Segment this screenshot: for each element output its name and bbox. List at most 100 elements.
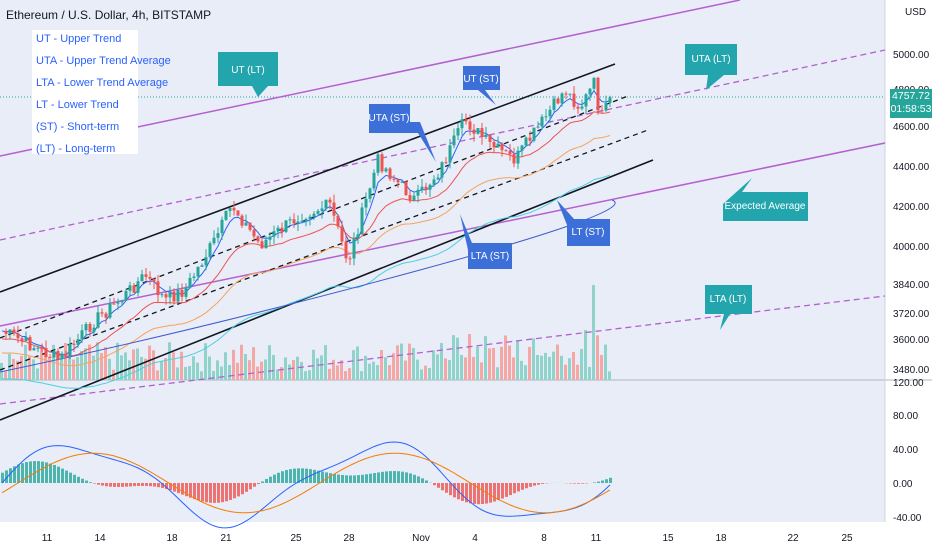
candle xyxy=(608,95,612,108)
histogram-bar xyxy=(217,483,220,503)
histogram-bar xyxy=(133,483,136,487)
candle xyxy=(400,180,404,183)
histogram-bar xyxy=(441,483,444,491)
volume-bar xyxy=(376,365,379,380)
ma-long-line xyxy=(1,174,611,389)
candle xyxy=(348,255,352,266)
volume-bar xyxy=(604,344,607,380)
histogram-bar xyxy=(253,483,256,487)
volume-bar xyxy=(148,345,151,380)
ut-st-line xyxy=(0,63,616,293)
volume-bar xyxy=(488,348,491,380)
volume-bar xyxy=(96,342,99,380)
volume-bar xyxy=(80,350,83,380)
candle xyxy=(428,183,432,197)
histogram-bar xyxy=(61,468,64,483)
candle xyxy=(316,208,320,217)
annotation-lt-st[interactable]: LT (ST) xyxy=(557,200,610,246)
volume-bar xyxy=(552,351,555,380)
osc-tick: 120.00 xyxy=(893,378,924,389)
candle xyxy=(540,114,544,130)
histogram-bar xyxy=(229,483,232,500)
volume-bar xyxy=(452,335,455,380)
volume-bar xyxy=(264,359,267,380)
volume-bar xyxy=(592,285,595,380)
last-price-value: 4757.72 xyxy=(892,90,930,102)
volume-bar xyxy=(56,351,59,380)
candle xyxy=(376,153,380,176)
candle xyxy=(128,281,132,297)
candle xyxy=(124,288,128,301)
histogram-bar xyxy=(601,480,604,483)
histogram-bar xyxy=(393,471,396,483)
volume-bar xyxy=(460,354,463,380)
histogram-bar xyxy=(129,483,132,487)
candle xyxy=(380,152,384,174)
annotation-expected-average[interactable]: Expected Average xyxy=(723,178,808,221)
volume-bar xyxy=(576,364,579,380)
candle xyxy=(460,113,464,136)
volume-bar xyxy=(48,357,51,380)
candle xyxy=(88,321,92,337)
candle xyxy=(108,298,112,320)
annotation-ut-st[interactable]: UT (ST) xyxy=(463,66,500,105)
candle xyxy=(72,339,76,352)
time-axis[interactable]: 11 14 18 21 25 28 Nov 4 8 11 15 18 22 25 xyxy=(42,533,853,544)
histogram-bar xyxy=(517,483,520,492)
volume-bar xyxy=(100,352,103,380)
annotation-lta-lt[interactable]: LTA (LT) xyxy=(705,285,752,330)
annotation-ut-st-text: UT (ST) xyxy=(463,74,498,85)
volume-bar xyxy=(40,345,43,380)
price-tick: 4200.00 xyxy=(893,202,930,213)
volume-bar xyxy=(260,361,263,380)
legend-item: LTA - Lower Trend Average xyxy=(36,77,169,89)
histogram-bar xyxy=(537,483,540,485)
volume-bar xyxy=(568,358,571,380)
oscillator-axis[interactable]: 120.00 80.00 40.00 0.00 -40.00 xyxy=(893,378,924,524)
candle xyxy=(500,141,504,157)
last-price-tag: 4757.72 01:58:53 xyxy=(890,89,932,118)
price-tick: 3600.00 xyxy=(893,335,930,346)
annotation-uta-st[interactable]: UTA (ST) xyxy=(369,104,436,162)
volume-bar xyxy=(496,367,499,380)
volume-bar xyxy=(344,371,347,380)
candle xyxy=(436,173,440,180)
annotation-uta-lt[interactable]: UTA (LT) xyxy=(685,44,737,90)
volume-bar xyxy=(132,349,135,380)
histogram-bar xyxy=(89,482,92,483)
volume-bar xyxy=(416,359,419,380)
osc-tick: 40.00 xyxy=(893,445,918,456)
candle xyxy=(224,210,228,221)
histogram-bar xyxy=(605,479,608,483)
time-tick: 11 xyxy=(42,533,53,544)
candle xyxy=(344,234,348,263)
annotation-ut-lt[interactable]: UT (LT) xyxy=(218,52,278,97)
histogram-bar xyxy=(5,470,8,483)
volume-bar xyxy=(228,365,231,380)
histogram-bar xyxy=(453,483,456,498)
volume-bar xyxy=(384,357,387,380)
histogram-bar xyxy=(25,462,28,483)
volume-bar xyxy=(200,371,203,380)
candle xyxy=(104,311,108,324)
annotation-ut-lt-text: UT (LT) xyxy=(231,65,265,76)
candle xyxy=(408,190,412,204)
volume-bar xyxy=(256,366,259,380)
histogram-bar xyxy=(529,483,532,487)
oscillator-pane-background xyxy=(0,380,885,522)
volume-bar xyxy=(252,347,255,380)
histogram-bar xyxy=(121,483,124,487)
histogram-bar xyxy=(245,483,248,492)
candle xyxy=(544,109,548,122)
volume-bar xyxy=(364,355,367,380)
volume-bar xyxy=(312,349,315,380)
annotation-lta-st[interactable]: LTA (ST) xyxy=(460,214,512,269)
uta-lt-line xyxy=(0,49,886,241)
volume-bar xyxy=(276,369,279,380)
volume-bar xyxy=(236,362,239,380)
candle xyxy=(396,178,400,188)
candle xyxy=(520,144,524,157)
histogram-bar xyxy=(181,483,184,495)
volume-bar xyxy=(352,350,355,380)
